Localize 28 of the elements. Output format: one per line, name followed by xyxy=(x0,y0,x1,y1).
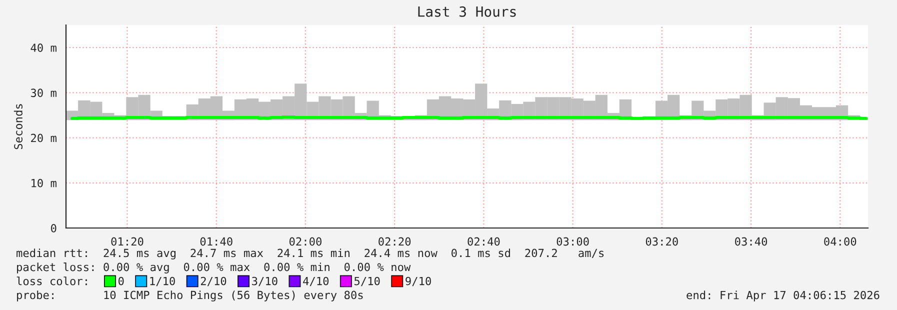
legend-label: 4/10 xyxy=(303,276,329,286)
x-tick-label: 02:20 xyxy=(378,237,411,246)
legend-label: 5/10 xyxy=(354,276,380,286)
x-tick-label: 01:40 xyxy=(200,237,232,246)
text: probe: 10 ICMP Echo Pings (56 Bytes) every 80s xyxy=(17,290,363,302)
x-tick-label: 03:40 xyxy=(735,237,768,246)
x-tick-label: 02:40 xyxy=(468,237,500,246)
x-tick-label: 04:00 xyxy=(824,237,856,246)
legend-title: loss color: xyxy=(16,276,87,286)
text: end: Fri Apr 17 04:06:15 2026 xyxy=(686,290,880,302)
y-tick-label: 0 xyxy=(51,224,56,232)
y-tick-label: 20 m xyxy=(31,134,56,142)
x-tick-label: 02:00 xyxy=(289,237,322,246)
legend-label: 3/10 xyxy=(252,276,278,286)
text: median rtt: 24.5 ms avg 24.7 ms max 24.1 ms min 24.4 ms now 0.1 ms sd 207.2 am/s xyxy=(16,248,604,260)
x-tick-label: 01:20 xyxy=(111,237,144,246)
legend-label: 2/10 xyxy=(200,276,226,286)
y-tick-label: 10 m xyxy=(32,178,56,188)
x-tick-label: 03:00 xyxy=(556,237,589,246)
x-tick-label: 03:20 xyxy=(646,237,678,246)
legend-label: 0 xyxy=(118,276,124,286)
y-axis-title: Seconds xyxy=(14,104,23,150)
y-tick-label: 30 m xyxy=(30,88,56,98)
chart-title: Last 3 Hours xyxy=(418,6,516,17)
text: packet loss: 0.00 % avg 0.00 % max 0.00 % min 0.00 % now xyxy=(17,262,411,274)
legend-label: 1/10 xyxy=(150,276,175,286)
y-tick-label: 40 m xyxy=(30,44,56,52)
legend-label: 9/10 xyxy=(406,276,431,286)
